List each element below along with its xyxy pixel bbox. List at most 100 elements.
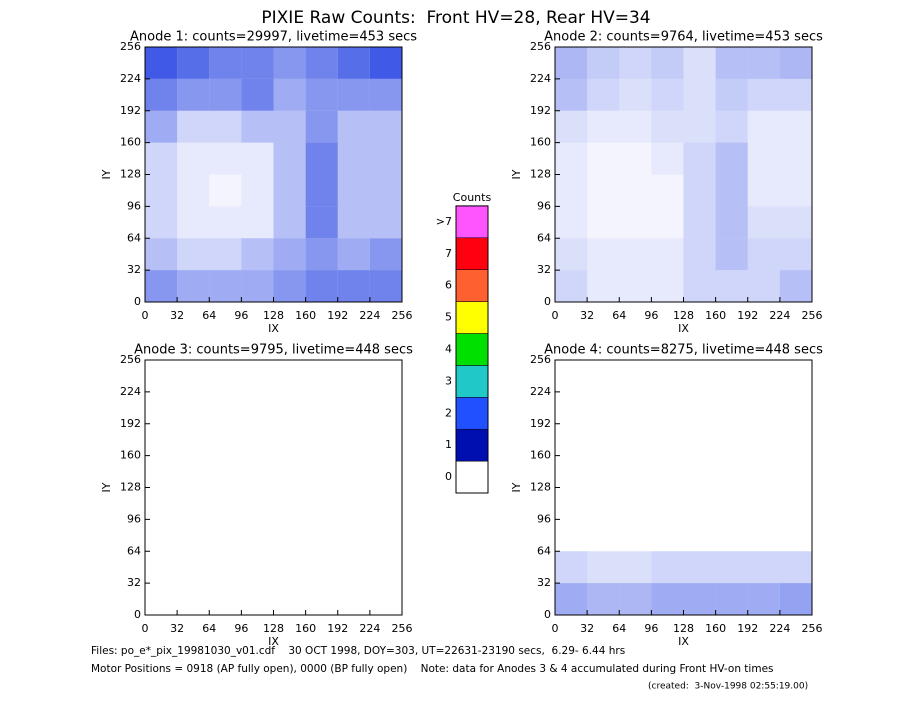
heatmap-cell [209,551,241,583]
x-tick-label: 64 [612,309,626,322]
heatmap-cell [177,78,210,111]
heatmap-cell [370,392,402,424]
y-tick-label: 32 [127,263,141,276]
y-tick-label: 32 [127,576,141,589]
heatmap-cell [369,174,402,207]
x-axis-label: IX [268,322,279,335]
heatmap-cell [555,78,588,111]
y-tick-label: 192 [120,104,141,117]
heatmap-cell [716,424,748,456]
heatmap-cell [587,360,619,392]
y-tick-label: 160 [120,136,141,149]
colorbar-title: Counts [453,191,492,204]
heatmap-cell [683,270,716,302]
heatmap-cell [684,456,716,488]
heatmap-cell [651,110,684,143]
heatmap-cell [145,78,178,111]
heatmap-cell [305,110,338,143]
heatmap-cell [779,47,812,79]
colorbar-label: 5 [445,311,452,324]
heatmap-cell [209,488,241,520]
heatmap-cell [241,206,274,239]
heatmap-cell [338,488,370,520]
y-tick-label: 32 [537,576,551,589]
y-tick-label: 32 [537,263,551,276]
panel-title: Anode 1: counts=29997, livetime=453 secs [130,30,417,45]
heatmap-cell [780,392,812,424]
y-tick-label: 192 [530,417,551,430]
y-tick-label: 64 [127,544,141,557]
colorbar-swatch [455,301,489,334]
heatmap-cell [715,47,748,79]
x-tick-label: 256 [392,622,413,635]
heatmap-cell [274,456,306,488]
heatmap-cell [177,174,210,207]
heatmap-cell [684,360,716,392]
heatmap-cell [651,206,684,239]
heatmap-cell [274,360,306,392]
heatmap-cell [145,270,178,302]
x-tick-label: 128 [263,309,284,322]
heatmap-cell [747,238,780,271]
x-axis-label: IX [268,635,279,648]
heatmap-cell [651,392,683,424]
heatmap-cell [684,392,716,424]
x-tick-label: 128 [263,622,284,635]
heatmap-cell [555,488,587,520]
heatmap-cell [338,456,370,488]
heatmap-cell [369,142,402,175]
heatmap-cell [177,142,210,175]
x-tick-label: 192 [737,622,758,635]
x-tick-label: 128 [673,309,694,322]
heatmap-cell [145,174,178,207]
heatmap-cell [273,238,306,271]
heatmap-cell [209,519,241,551]
heatmap-cell [241,360,273,392]
panel-title: Anode 4: counts=8275, livetime=448 secs [544,343,823,358]
heatmap-cell [587,519,619,551]
heatmap-cell [748,360,780,392]
heatmap-cell [587,238,620,271]
x-tick-label: 96 [234,309,248,322]
y-tick-label: 64 [537,231,551,244]
heatmap-cell [306,392,338,424]
heatmap-cell [651,47,684,79]
heatmap-cell [715,174,748,207]
heatmap-cell [555,142,588,175]
heatmap-cell [370,456,402,488]
heatmap-cell [177,551,209,583]
y-tick-label: 128 [120,481,141,494]
heatmap-cell [619,206,652,239]
heatmap-cell [241,174,274,207]
heatmap-cell [306,360,338,392]
heatmap-cell [555,47,588,79]
heatmap-cell [651,583,684,615]
heatmap-cell [779,238,812,271]
heatmap-cell [273,174,306,207]
heatmap-cell [370,424,402,456]
heatmap-cell [370,583,402,615]
x-tick-label: 64 [202,309,216,322]
heatmap-cell [715,238,748,271]
heatmap-cell [273,47,306,79]
heatmap-cell [241,488,273,520]
heatmap-cell [273,142,306,175]
heatmap-cell [684,424,716,456]
x-tick-label: 96 [234,622,248,635]
heatmap-cell [241,47,274,79]
heatmap-cell [555,270,588,302]
footer-line: (created: 3-Nov-1998 02:55:19.00) [648,682,808,692]
heatmap-cell [209,142,242,175]
heatmap-cell [209,270,242,302]
heatmap-cell [209,47,242,79]
y-tick-label: 224 [530,385,551,398]
heatmap-cell [274,424,306,456]
colorbar-frame [455,205,489,494]
heatmap-cell [555,392,587,424]
colorbar-label: 6 [445,279,452,292]
heatmap-cell [619,519,651,551]
heatmap-cell [555,238,588,271]
heatmap-cell [241,110,274,143]
heatmap-cell [619,392,651,424]
y-tick-label: 256 [530,40,551,53]
